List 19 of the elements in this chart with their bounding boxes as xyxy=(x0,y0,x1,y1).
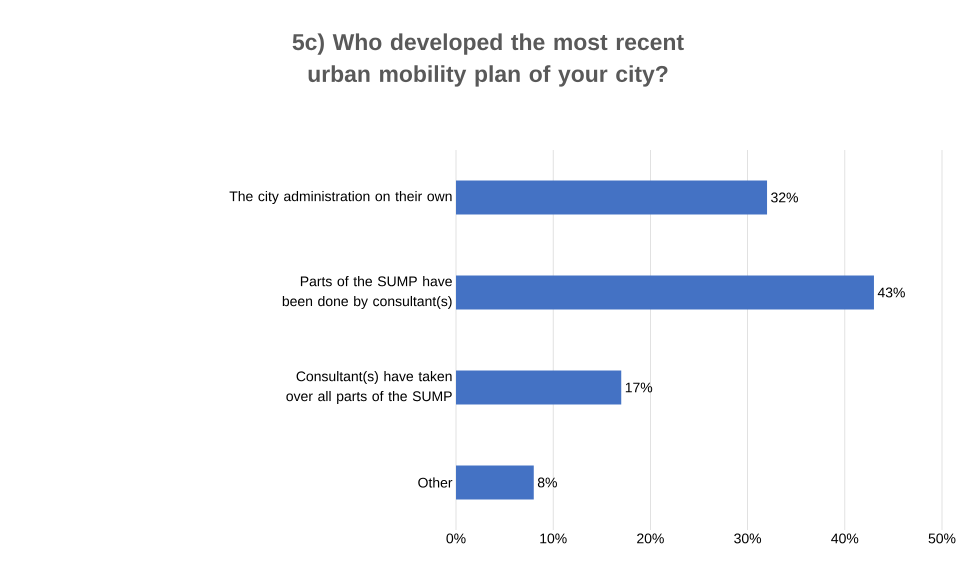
bar xyxy=(456,465,534,500)
data-label: 8% xyxy=(538,478,557,488)
bar xyxy=(456,180,768,214)
data-label: 32% xyxy=(771,192,798,202)
x-tick-label: 50% xyxy=(928,534,956,544)
y-tick-label: The city administration on their own xyxy=(230,190,452,204)
x-tick-label: 0% xyxy=(446,534,466,544)
bar xyxy=(456,370,622,404)
y-tick-label: Parts of the SUMP have been done by consultant(s) xyxy=(282,276,452,309)
data-label: 43% xyxy=(878,288,905,298)
bar xyxy=(456,275,874,310)
x-tick-label: 10% xyxy=(540,534,567,544)
data-label: 17% xyxy=(626,382,652,392)
x-tick-label: 40% xyxy=(831,534,858,544)
x-tick-label: 30% xyxy=(734,534,762,544)
y-tick-label: Consultant(s) have taken over all parts of the SUMP xyxy=(286,371,452,404)
x-tick-label: 20% xyxy=(637,534,664,544)
y-tick-label: Other xyxy=(418,477,452,488)
chart-title: 5c) Who developed the most recent urban mobility plan of your city? xyxy=(292,33,684,87)
